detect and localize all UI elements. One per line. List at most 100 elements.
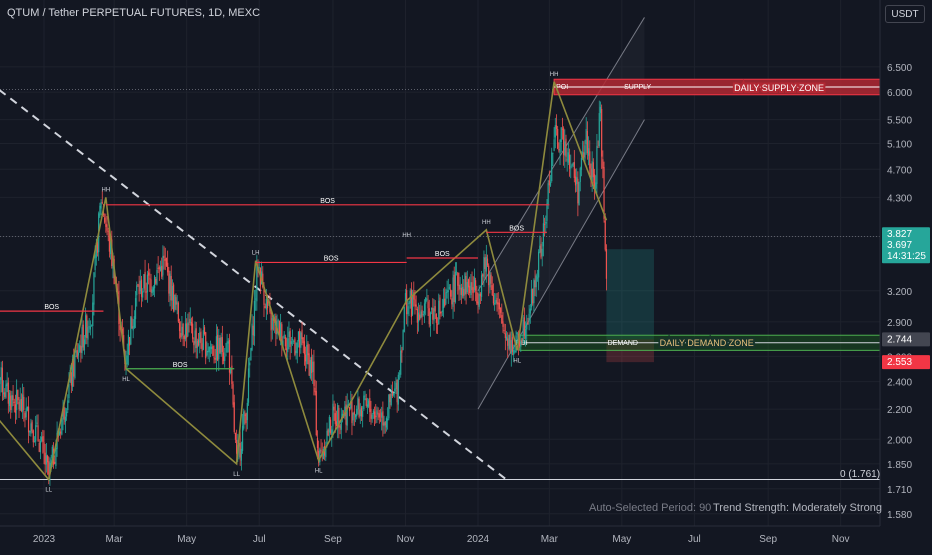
candle-body — [590, 168, 592, 181]
candle-body — [196, 340, 198, 348]
candle-body — [19, 399, 21, 411]
y-tick-label: 2.200 — [887, 405, 912, 416]
candle-body — [89, 326, 91, 330]
candle-body — [180, 332, 182, 338]
candle-body — [319, 449, 321, 463]
candle-body — [563, 128, 565, 156]
candle-body — [445, 292, 447, 304]
candle-body — [37, 425, 39, 441]
candle-body — [412, 294, 414, 315]
price-tag-label: 2.553 — [887, 357, 912, 368]
candle-body — [334, 413, 336, 425]
candle-body — [416, 308, 418, 323]
candle-body — [314, 387, 316, 393]
candle-body — [327, 429, 329, 436]
candle-body — [106, 224, 108, 231]
candle-body — [307, 343, 309, 356]
candle-body — [209, 347, 212, 349]
candle-body — [483, 256, 485, 278]
bos-label: BOS — [324, 255, 339, 262]
candle-body — [392, 393, 395, 395]
candle-body — [494, 303, 496, 305]
candle-body — [390, 393, 392, 406]
candle-body — [164, 258, 166, 261]
candle-body — [134, 298, 137, 320]
swing-label: LH — [252, 251, 260, 257]
candle-body — [310, 356, 313, 373]
candle-body — [181, 326, 183, 337]
x-tick-label: May — [177, 534, 196, 545]
candle-body — [540, 243, 542, 258]
candle-body — [586, 131, 588, 154]
candle-body — [404, 293, 407, 304]
candle-body — [86, 315, 88, 339]
chart-title: QTUM / Tether PERPETUAL FUTURES, 1D, MEX… — [7, 7, 261, 19]
candle-body — [499, 307, 502, 313]
candle-body — [33, 441, 36, 443]
candle-body — [222, 352, 225, 361]
candle-body — [80, 345, 82, 353]
candle-body — [301, 329, 303, 340]
candle-body — [247, 368, 250, 403]
candle-body — [564, 141, 566, 156]
candle-body — [88, 326, 90, 328]
currency-unit-button[interactable]: USDT — [885, 5, 925, 23]
candle-body — [477, 301, 479, 305]
candle-body — [27, 406, 30, 433]
candle-body — [159, 266, 162, 271]
candle-body — [77, 352, 80, 356]
candle-body — [43, 442, 45, 453]
candle-body — [61, 418, 63, 435]
candle-body — [571, 165, 573, 167]
candle-body — [351, 397, 353, 424]
candle-body — [4, 392, 6, 397]
candle-body — [366, 404, 369, 407]
candle-body — [574, 176, 577, 186]
candle-body — [29, 430, 31, 433]
candle-body — [146, 274, 149, 293]
candle-body — [532, 288, 534, 304]
candle-body — [139, 280, 141, 292]
swing-label: HH — [402, 233, 411, 239]
candle-body — [451, 298, 453, 305]
candle-body — [208, 346, 210, 353]
candle-body — [527, 321, 529, 325]
candle-body — [328, 416, 330, 433]
candle-body — [71, 359, 74, 387]
candle-body — [401, 349, 403, 353]
candle-body — [6, 383, 8, 387]
candle-body — [584, 145, 586, 159]
candle-body — [49, 462, 51, 475]
candle-body — [552, 152, 554, 154]
candle-body — [161, 265, 163, 277]
candle-body — [268, 304, 270, 306]
candle-body — [504, 333, 506, 339]
price-tag-label: 14:31:25 — [887, 251, 926, 262]
candle-body — [7, 382, 9, 404]
candle-body — [560, 127, 562, 142]
candle-body — [246, 402, 248, 421]
candle-body — [485, 256, 487, 272]
candle-body — [466, 281, 468, 293]
candle-body — [523, 317, 525, 336]
candle-body — [136, 285, 138, 296]
candle-body — [384, 422, 386, 426]
candle-body — [251, 323, 253, 350]
candle-body — [45, 455, 47, 465]
candle-body — [94, 254, 96, 271]
candle-body — [31, 421, 33, 432]
candle-body — [285, 348, 288, 351]
candle-body — [95, 242, 97, 258]
x-tick-label: Jul — [688, 534, 701, 545]
candle-body — [138, 285, 140, 295]
candle-body — [521, 338, 523, 342]
candle-body — [23, 396, 25, 411]
candle-body — [75, 350, 77, 353]
candle-body — [81, 327, 83, 354]
candle-body — [452, 277, 454, 307]
candle-body — [464, 273, 466, 295]
candle-body — [482, 274, 484, 277]
demand-label: DEMAND — [608, 340, 638, 347]
candle-body — [372, 410, 374, 415]
